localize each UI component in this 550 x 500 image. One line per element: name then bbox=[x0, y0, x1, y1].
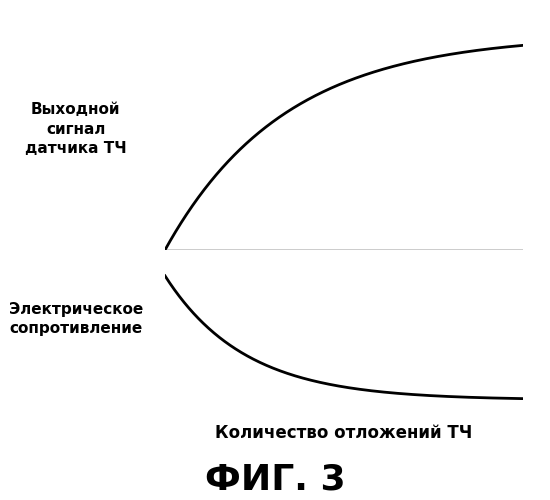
Text: ФИГ. 3: ФИГ. 3 bbox=[205, 463, 345, 497]
Text: Электрическое
сопротивление: Электрическое сопротивление bbox=[8, 302, 143, 336]
Text: Количество отложений ТЧ: Количество отложений ТЧ bbox=[215, 424, 472, 442]
Text: Выходной
сигнал
датчика ТЧ: Выходной сигнал датчика ТЧ bbox=[25, 102, 126, 156]
